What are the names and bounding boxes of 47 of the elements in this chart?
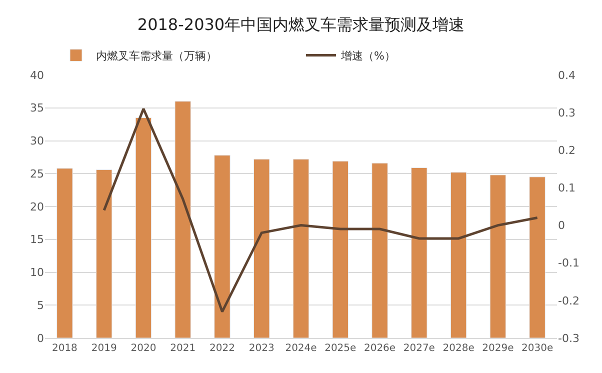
bar	[56, 168, 73, 338]
x-tick-label: 2019	[91, 343, 117, 354]
x-tick-label: 2028e	[442, 343, 474, 354]
y2-tick-label: -0.3	[558, 332, 580, 345]
y-tick-label: 20	[30, 200, 44, 214]
y2-tick-label: 0.4	[558, 68, 576, 82]
y-tick-label: 25	[30, 167, 44, 180]
x-tick-label: 2024e	[285, 343, 317, 354]
line-series	[102, 108, 539, 313]
x-tick-label: 2020	[130, 343, 156, 354]
y2-tick-label: 0.3	[558, 106, 576, 120]
bar	[490, 174, 506, 338]
legend-label: 内燃叉车需求量（万辆）	[96, 50, 217, 63]
y-tick-label: 10	[30, 266, 44, 280]
legend-label: 增速（%）	[340, 50, 396, 63]
y2-tick-label: 0	[558, 219, 565, 232]
bar	[96, 169, 112, 338]
x-tick-label: 2030e	[522, 343, 554, 354]
bar	[529, 176, 546, 338]
bar	[372, 162, 388, 338]
x-tick-label: 2029e	[482, 343, 514, 354]
y-tick-label: 40	[30, 68, 44, 82]
bar	[292, 158, 310, 338]
x-tick-label: 2027e	[403, 343, 435, 354]
bar	[411, 167, 428, 338]
bar	[332, 160, 349, 338]
x-tick-label: 2025e	[324, 343, 356, 354]
x-tick-label: 2022	[210, 343, 235, 354]
x-tick-label: 2026e	[364, 343, 396, 354]
y-tick-label: 30	[30, 134, 44, 148]
y-tick-label: 0	[37, 332, 44, 345]
y2-tick-label: -0.2	[558, 294, 580, 308]
chart-title: 2018-2030年中国内燃叉车需求量预测及增速	[137, 14, 465, 34]
y2-tick-label: 0.1	[558, 182, 576, 195]
y-tick-label: 35	[30, 102, 44, 115]
x-tick-label: 2023	[248, 343, 274, 354]
x-tick-label: 2018	[52, 343, 78, 354]
bar	[214, 154, 230, 338]
bar	[135, 117, 152, 338]
bar	[253, 158, 270, 338]
y-tick-label: 15	[30, 233, 44, 246]
y-tick-label: 5	[37, 298, 44, 312]
y2-tick-label: -0.1	[558, 256, 580, 270]
x-tick-label: 2021	[170, 343, 196, 354]
y2-tick-label: 0.2	[558, 144, 576, 157]
bar	[450, 172, 467, 338]
bar	[174, 101, 191, 338]
